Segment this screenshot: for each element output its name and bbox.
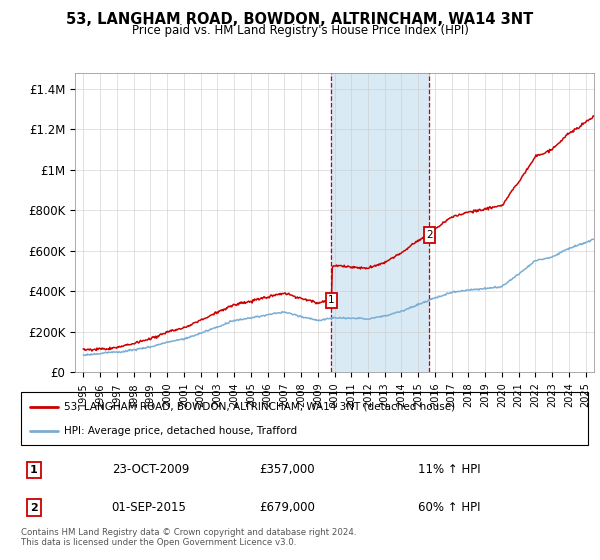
Text: 53, LANGHAM ROAD, BOWDON, ALTRINCHAM, WA14 3NT (detached house): 53, LANGHAM ROAD, BOWDON, ALTRINCHAM, WA… xyxy=(64,402,455,412)
Text: 23-OCT-2009: 23-OCT-2009 xyxy=(112,463,189,476)
Text: 2: 2 xyxy=(426,230,433,240)
Text: 11% ↑ HPI: 11% ↑ HPI xyxy=(418,463,481,476)
Text: 53, LANGHAM ROAD, BOWDON, ALTRINCHAM, WA14 3NT: 53, LANGHAM ROAD, BOWDON, ALTRINCHAM, WA… xyxy=(67,12,533,27)
Text: HPI: Average price, detached house, Trafford: HPI: Average price, detached house, Traf… xyxy=(64,426,296,436)
Text: 60% ↑ HPI: 60% ↑ HPI xyxy=(418,501,481,514)
Bar xyxy=(331,73,430,372)
Text: £357,000: £357,000 xyxy=(259,463,315,476)
Text: Price paid vs. HM Land Registry's House Price Index (HPI): Price paid vs. HM Land Registry's House … xyxy=(131,24,469,36)
Text: 1: 1 xyxy=(328,295,335,305)
Text: 2: 2 xyxy=(30,502,38,512)
Text: Contains HM Land Registry data © Crown copyright and database right 2024.
This d: Contains HM Land Registry data © Crown c… xyxy=(21,528,356,547)
Text: £679,000: £679,000 xyxy=(259,501,315,514)
Text: 1: 1 xyxy=(30,465,38,475)
Text: 01-SEP-2015: 01-SEP-2015 xyxy=(112,501,187,514)
